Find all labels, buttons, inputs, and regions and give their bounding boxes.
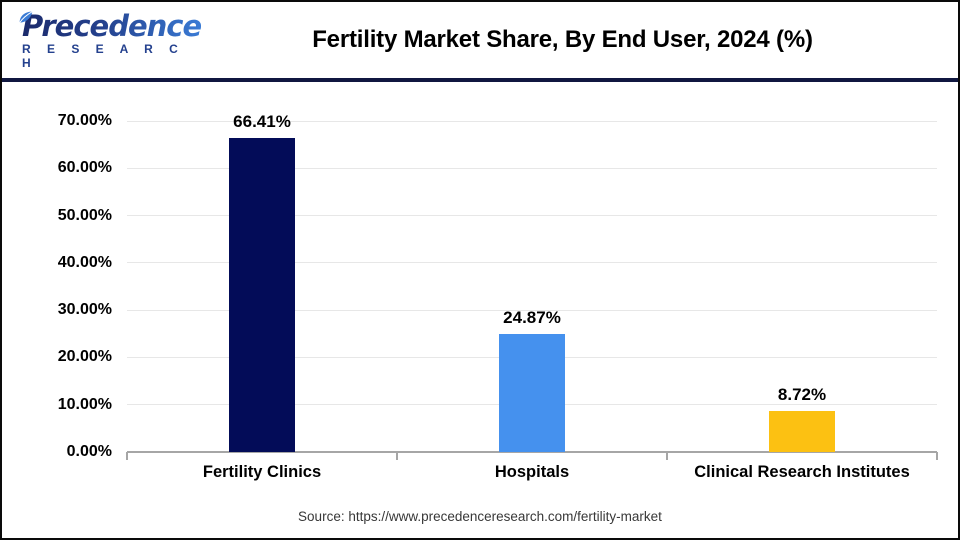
bar-chart: Source: https://www.precedenceresearch.c… — [2, 82, 958, 536]
y-axis-tick-label: 40.00% — [57, 253, 112, 271]
logo-wordmark: Precedence — [22, 8, 202, 43]
gridline — [127, 309, 937, 311]
source-text: Source: https://www.precedenceresearch.c… — [298, 509, 662, 524]
page-title: Fertility Market Share, By End User, 202… — [312, 26, 813, 53]
y-axis-tick-label: 10.00% — [57, 395, 112, 413]
x-axis-tick — [396, 452, 398, 460]
y-axis-tick-label: 30.00% — [57, 301, 112, 319]
y-axis-tick-label: 70.00% — [57, 112, 112, 129]
bar-fertility-clinics — [229, 137, 295, 452]
logo-subtitle: R E S E A R C H — [22, 41, 185, 70]
x-axis-category-label: Hospitals — [494, 463, 570, 481]
x-axis-category-label: Fertility Clinics — [202, 463, 322, 481]
gridline — [127, 262, 937, 264]
y-axis-tick-label: 0.00% — [66, 443, 112, 460]
x-axis-tick — [126, 452, 128, 460]
gridline — [127, 120, 937, 122]
gridline — [127, 215, 937, 217]
y-axis-tick-label: 50.00% — [57, 206, 112, 224]
title-wrap: Fertility Market Share, By End User, 202… — [202, 26, 923, 54]
bar-value-label: 66.41% — [233, 111, 291, 131]
bar-clinical-research-institutes — [769, 410, 835, 452]
bar-value-label: 24.87% — [503, 308, 561, 328]
y-axis-tick-label: 60.00% — [57, 159, 112, 177]
x-axis-category-label: Clinical Research Institutes — [694, 463, 910, 481]
x-axis-tick — [936, 452, 938, 460]
x-axis-tick — [666, 452, 668, 460]
bar-value-label: 8.72% — [777, 384, 827, 404]
header: Precedence R E S E A R C H Fertility Mar… — [2, 2, 958, 82]
y-axis-tick-label: 20.00% — [57, 348, 112, 366]
x-axis-line — [127, 451, 937, 453]
brand-logo: Precedence R E S E A R C H — [2, 11, 202, 70]
bar-hospitals — [499, 334, 565, 452]
gridline — [127, 167, 937, 169]
